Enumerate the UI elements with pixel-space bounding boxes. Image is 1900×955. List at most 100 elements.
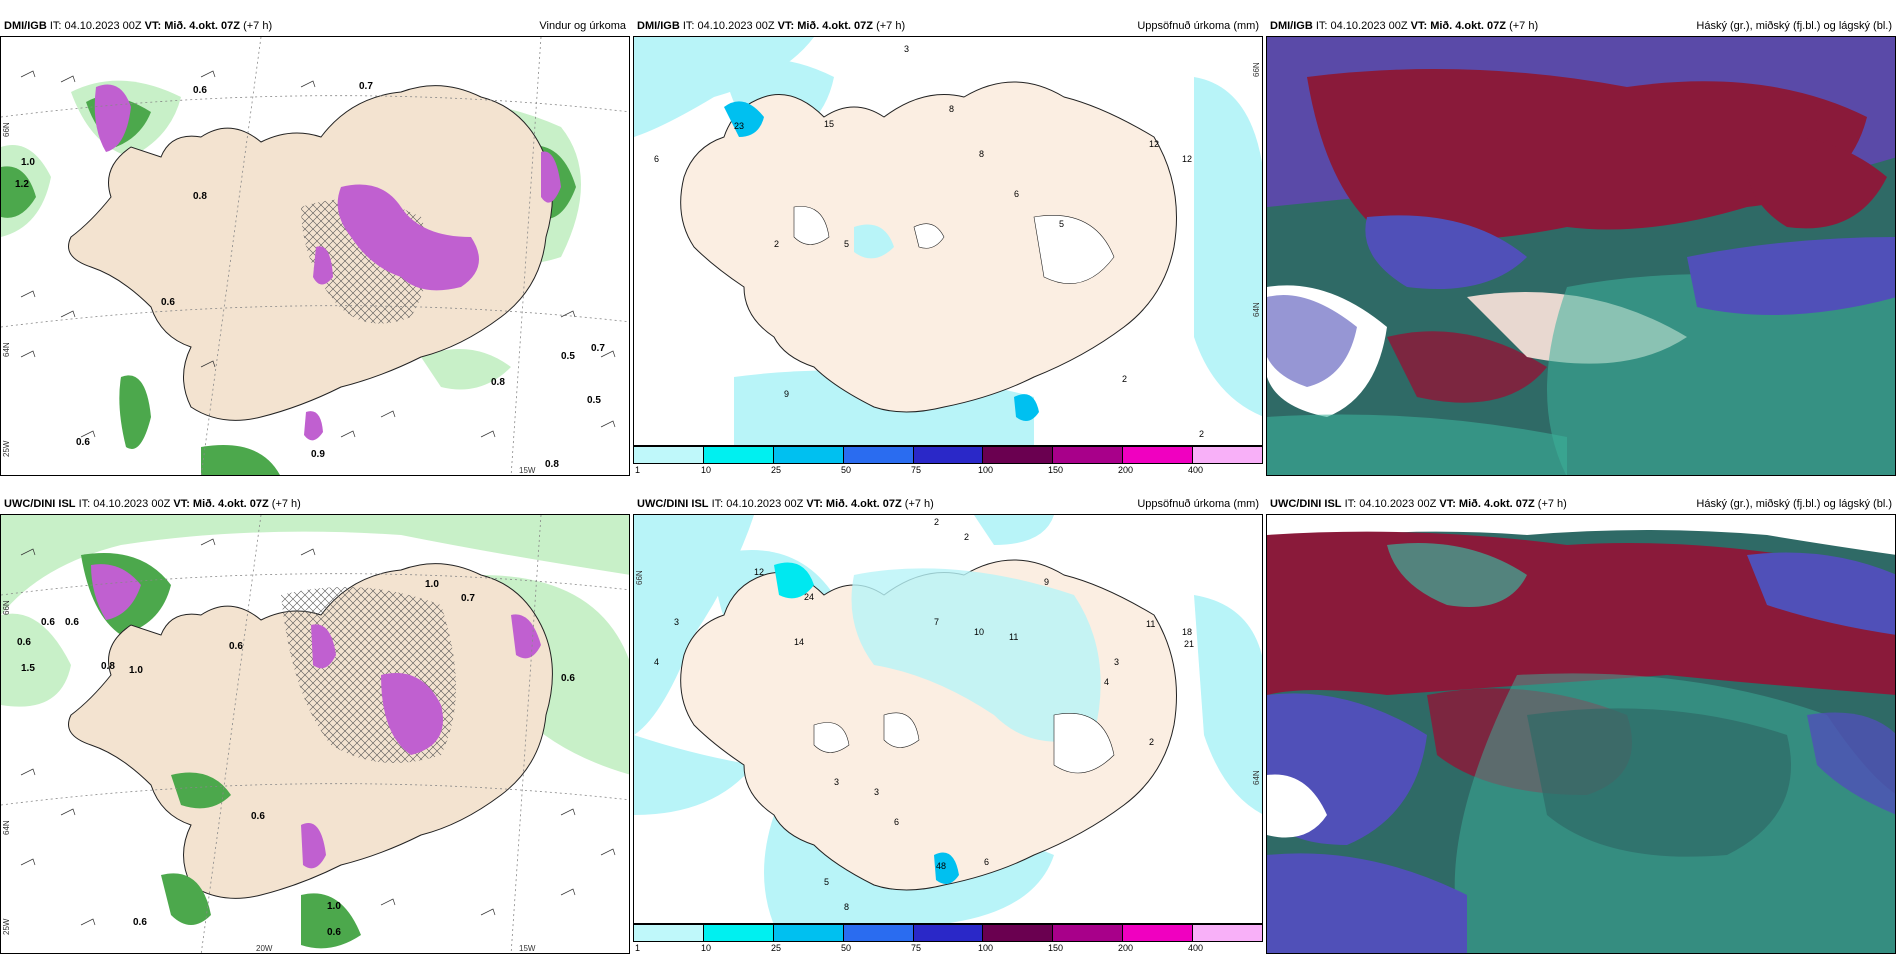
init-time: IT: 04.10.2023 00Z	[1315, 20, 1408, 32]
value-label: 4	[1104, 677, 1109, 687]
lat-label: 64N	[2, 820, 11, 835]
legend-swatch	[913, 447, 984, 463]
lon-label: 20W	[256, 944, 273, 953]
legend-ticks: 1 10 25 50 75 100 150 200 400	[633, 465, 1263, 477]
legend-swatch	[703, 925, 774, 941]
legend-swatch	[703, 447, 774, 463]
value-label: 0.5	[587, 395, 601, 406]
value-label: 12	[1182, 154, 1192, 164]
panel-header: DMI/IGB IT: 04.10.2023 00Z VT: Mið. 4.ok…	[0, 16, 630, 36]
value-label: 8	[844, 902, 849, 912]
model-name: DMI/IGB	[4, 20, 47, 32]
value-label: 18	[1182, 627, 1192, 637]
value-label: 1.5	[21, 663, 35, 674]
value-label: 7	[934, 617, 939, 627]
value-label: 5	[844, 239, 849, 249]
legend-tick: 50	[841, 465, 852, 475]
value-label: 0.8	[193, 191, 207, 202]
value-label: 3	[904, 44, 909, 54]
model-name: UWC/DINI ISL	[1270, 498, 1342, 510]
legend-swatch	[1193, 925, 1263, 941]
value-label: 0.7	[461, 593, 475, 604]
panel-header: DMI/IGB IT: 04.10.2023 00Z VT: Mið. 4.ok…	[1266, 16, 1896, 36]
legend-colorbar	[633, 924, 1263, 942]
legend-tick: 100	[978, 465, 994, 475]
precip-value-labels: 0.6 0.7 1.0 1.2 0.8 0.6 0.5 0.7 0.8 0.5 …	[15, 81, 605, 470]
legend-swatch	[1053, 447, 1124, 463]
legend-tick: 75	[911, 943, 922, 953]
map-accum-precip: 2 2 3 4 24 12 14 7 10 11 9 11 18 21 3 3 …	[633, 514, 1263, 924]
value-label: 10	[974, 627, 984, 637]
map-wind-precip: 0.6 0.7 1.0 1.2 0.8 0.6 0.5 0.7 0.8 0.5 …	[0, 36, 630, 476]
value-label: 6	[1014, 189, 1019, 199]
model-name: UWC/DINI ISL	[4, 498, 76, 510]
value-label: 0.6	[327, 927, 341, 938]
value-label: 6	[984, 857, 989, 867]
value-label: 0.6	[229, 641, 243, 652]
value-label: 3	[834, 777, 839, 787]
lead-time: (+7 h)	[1509, 20, 1539, 32]
legend-swatch	[773, 925, 844, 941]
lon-label: 15W	[519, 944, 536, 953]
precip-legend: 1 10 25 50 75 100 150 200 400	[633, 446, 1263, 476]
lat-label: 66N	[635, 570, 644, 585]
value-label: 1.0	[425, 579, 439, 590]
init-time: IT: 04.10.2023 00Z	[1344, 498, 1437, 510]
legend-swatch	[913, 925, 984, 941]
legend-tick: 25	[771, 943, 782, 953]
value-label: 0.6	[17, 637, 31, 648]
value-label: 12	[754, 567, 764, 577]
value-label: 8	[949, 104, 954, 114]
accum-value-labels: 2 2 3 4 24 12 14 7 10 11 9 11 18 21 3 3 …	[654, 517, 1194, 912]
value-label: 1.2	[15, 179, 29, 190]
map-clouds	[1266, 36, 1896, 476]
legend-swatch	[773, 447, 844, 463]
legend-tick: 10	[701, 943, 712, 953]
legend-tick: 200	[1118, 943, 1134, 953]
value-label: 0.7	[591, 343, 605, 354]
value-label: 5	[824, 877, 829, 887]
value-label: 0.6	[561, 673, 575, 684]
value-label: 0.7	[359, 81, 373, 92]
legend-swatch	[634, 925, 704, 941]
legend-tick: 400	[1188, 465, 1204, 475]
lead-time: (+7 h)	[876, 20, 906, 32]
panel-header: UWC/DINI ISL IT: 04.10.2023 00Z VT: Mið.…	[0, 494, 630, 514]
panel-header: UWC/DINI ISL IT: 04.10.2023 00Z VT: Mið.…	[633, 494, 1263, 514]
legend-tick: 75	[911, 465, 922, 475]
legend-swatch	[1123, 447, 1194, 463]
legend-tick: 1	[635, 943, 641, 953]
value-label: 3	[874, 787, 879, 797]
valid-time: VT: Mið. 4.okt. 07Z	[806, 498, 902, 510]
value-label: 24	[804, 592, 814, 602]
value-label: 0.8	[545, 459, 559, 470]
value-label: 0.8	[491, 377, 505, 388]
value-label: 9	[784, 389, 789, 399]
map-clouds	[1266, 514, 1896, 954]
legend-tick: 1	[635, 465, 641, 475]
value-label: 2	[934, 517, 939, 527]
value-label: 2	[774, 239, 779, 249]
panel-header: DMI/IGB IT: 04.10.2023 00Z VT: Mið. 4.ok…	[633, 16, 1263, 36]
lat-label: 66N	[1252, 62, 1261, 77]
precip-legend: 1 10 25 50 75 100 150 200 400	[633, 924, 1263, 954]
value-label: 12	[1149, 139, 1159, 149]
value-label: 2	[1199, 429, 1204, 439]
legend-swatch	[1193, 447, 1263, 463]
legend-colorbar	[633, 446, 1263, 464]
legend-tick: 10	[701, 465, 712, 475]
panel-wind-precip-uwc: UWC/DINI ISL IT: 04.10.2023 00Z VT: Mið.…	[0, 494, 630, 954]
value-label: 21	[1184, 639, 1194, 649]
panel-accum-precip-dmi: DMI/IGB IT: 04.10.2023 00Z VT: Mið. 4.ok…	[633, 16, 1263, 476]
value-label: 6	[894, 817, 899, 827]
value-label: 48	[936, 861, 946, 871]
init-time: IT: 04.10.2023 00Z	[682, 20, 775, 32]
value-label: 2	[1149, 737, 1154, 747]
lon-label: 15W	[519, 466, 536, 475]
lon-label: 25W	[2, 440, 11, 457]
wind-map-svg: 0.6 0.6 0.6 1.5 0.8 1.0 0.6 1.0 0.7 0.6 …	[1, 515, 629, 953]
value-label: 5	[1059, 219, 1064, 229]
init-time: IT: 04.10.2023 00Z	[78, 498, 171, 510]
value-label: 0.6	[193, 85, 207, 96]
value-label: 2	[964, 532, 969, 542]
